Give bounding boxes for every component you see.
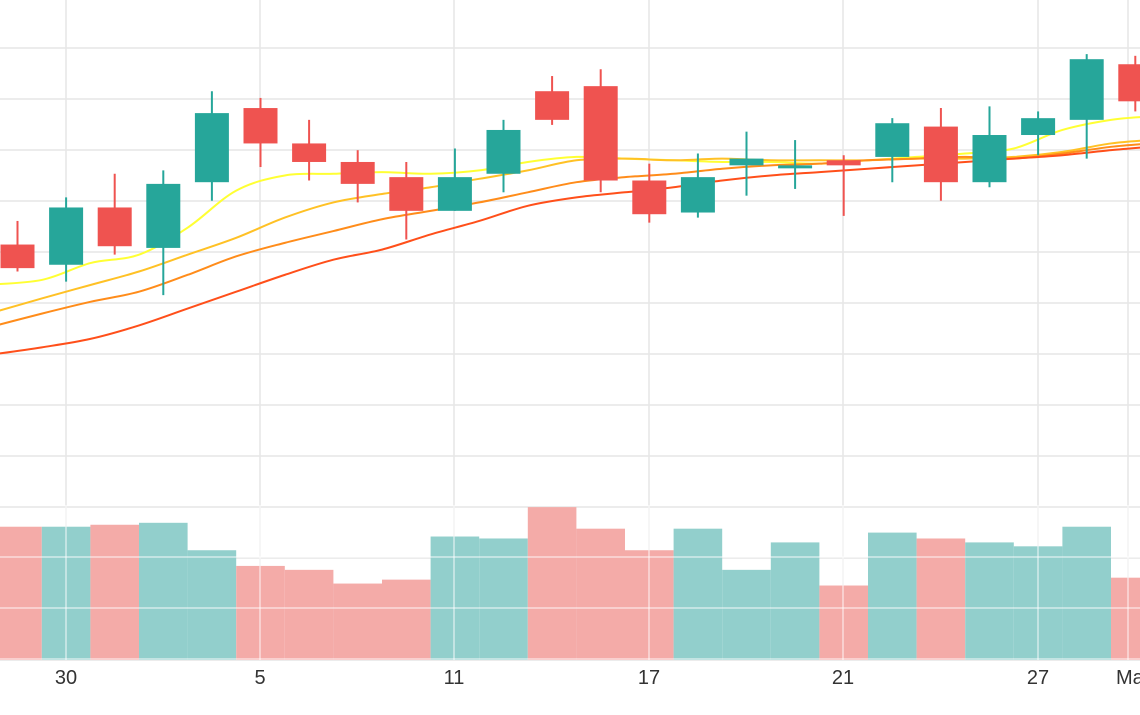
- x-tick-label: 30: [55, 667, 77, 689]
- candle-down: [244, 98, 278, 167]
- candle-body: [1070, 59, 1104, 120]
- volume-bar: [285, 570, 334, 660]
- volume-bar: [382, 580, 431, 660]
- candle-down: [292, 120, 326, 181]
- candle-body: [924, 127, 958, 183]
- x-tick-label: Ma: [1116, 667, 1140, 689]
- candle-up: [973, 106, 1007, 187]
- candle-body: [973, 135, 1007, 182]
- volume-bar: [188, 550, 237, 660]
- candle-up: [146, 170, 180, 295]
- candle-down: [632, 164, 666, 223]
- x-axis: 30 5 11 17 21 27 Ma: [55, 667, 1140, 689]
- candle-body: [730, 159, 764, 166]
- volume-bar: [965, 542, 1014, 660]
- candle-up: [195, 91, 229, 201]
- volume-bar: [431, 537, 480, 660]
- candle-body: [146, 184, 180, 248]
- candle-body: [584, 86, 618, 180]
- volume-bars: [0, 505, 1140, 660]
- x-tick-label: 5: [254, 667, 265, 689]
- volume-bar: [1111, 578, 1140, 660]
- volume-bar: [90, 525, 139, 660]
- candle-body: [438, 177, 472, 211]
- candle-up: [875, 118, 909, 182]
- volume-bar: [0, 527, 42, 660]
- candle-up: [681, 154, 715, 218]
- candle-down: [924, 108, 958, 201]
- volume-bar: [771, 542, 820, 660]
- candle-body: [292, 143, 326, 162]
- candle-down: [341, 150, 375, 202]
- candle-body: [778, 165, 812, 168]
- x-tick-label: 27: [1027, 667, 1049, 689]
- volume-bar: [139, 523, 188, 660]
- candle-body: [1021, 118, 1055, 135]
- volume-bar: [868, 533, 917, 660]
- candle-up: [1070, 54, 1104, 158]
- volume-bar: [333, 584, 382, 660]
- x-tick-label: 17: [638, 667, 660, 689]
- candle-body: [98, 207, 132, 246]
- x-tick-label: 11: [444, 667, 465, 689]
- candle-body: [875, 123, 909, 157]
- candle-body: [195, 113, 229, 182]
- x-tick-label: 21: [832, 667, 854, 689]
- volume-bar: [722, 570, 771, 660]
- candle-up: [487, 120, 521, 192]
- candle-body: [389, 177, 423, 211]
- candle-body: [244, 108, 278, 143]
- candle-up: [49, 197, 83, 281]
- volume-bar: [576, 529, 625, 660]
- candle-body: [341, 162, 375, 184]
- candles: [1, 54, 1140, 295]
- volume-bar: [528, 507, 577, 660]
- candle-body: [535, 91, 569, 120]
- candle-up: [1021, 111, 1055, 155]
- candle-body: [487, 130, 521, 174]
- candle-down: [827, 155, 861, 216]
- candle-up: [730, 132, 764, 196]
- candle-body: [827, 160, 861, 165]
- candle-down: [98, 174, 132, 255]
- candle-body: [49, 207, 83, 264]
- candle-down: [1118, 56, 1140, 112]
- candle-down: [1, 221, 35, 272]
- candle-body: [681, 177, 715, 212]
- candle-body: [1118, 64, 1140, 101]
- candle-down: [584, 69, 618, 192]
- candle-down: [535, 76, 569, 125]
- candle-body: [632, 181, 666, 215]
- candle-up: [438, 148, 472, 210]
- volume-bar: [674, 529, 723, 660]
- candle-body: [1, 245, 35, 269]
- volume-bar: [1062, 527, 1111, 660]
